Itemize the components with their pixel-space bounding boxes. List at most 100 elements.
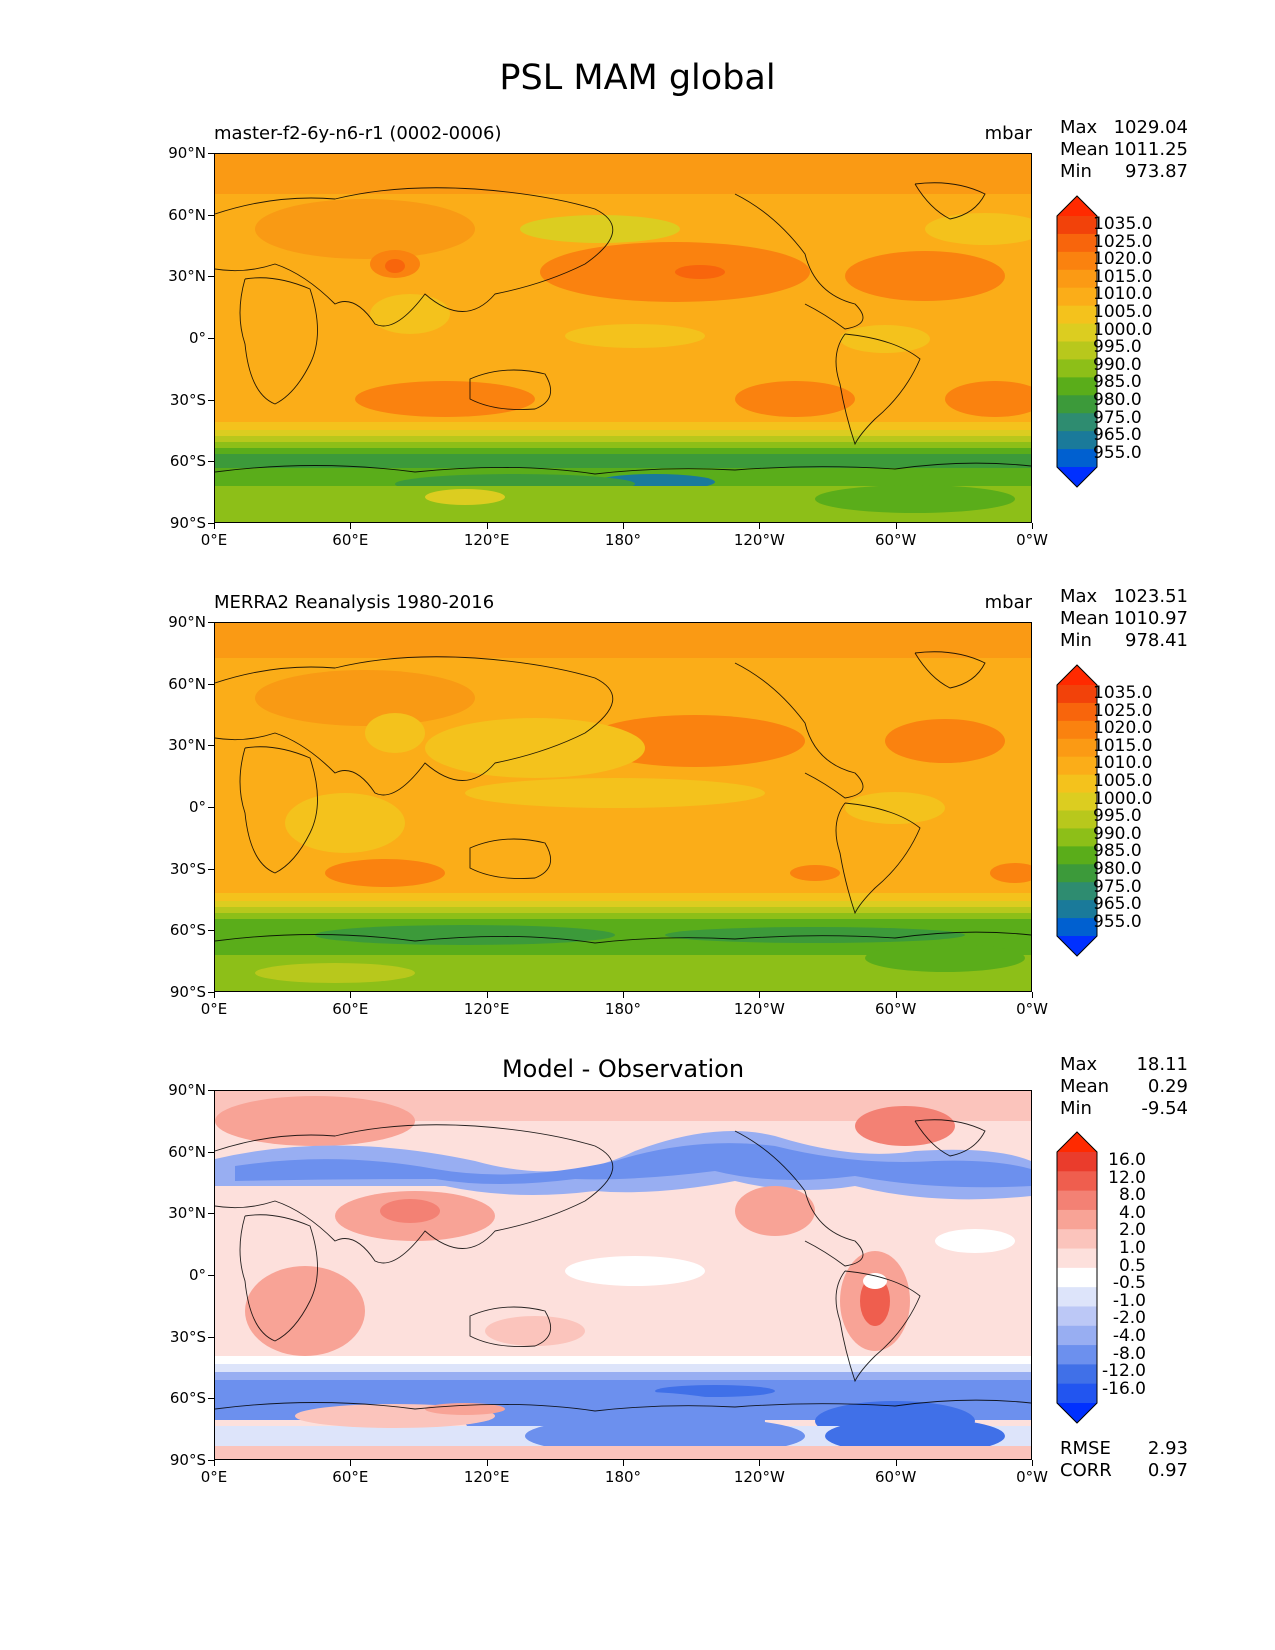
lat-tick-mark [208,1213,214,1215]
colorbar-segment [1057,900,1097,919]
lon-tick-label: 120°E [463,531,510,549]
lon-tick-label: 0°W [1016,531,1048,549]
lat-tick-label: 30°S [169,390,206,409]
lat-tick-mark [208,1336,214,1338]
colorbar-tick-label: 1015.0 [1093,735,1153,756]
lat-tick-mark [208,1398,214,1400]
stat-value: 2.93 [1147,1438,1188,1459]
lon-tick-label: 180° [604,531,642,549]
lat-tick-label: 30°S [169,1327,206,1346]
lat-tick-label: 90°S [169,1451,206,1469]
colorbar [1056,195,1098,488]
colorbar-segment [1057,1364,1097,1385]
stat-label: Min [1060,630,1092,651]
stats-box: Max 18.11 Mean 0.29 Min -9.54 [1060,1054,1188,1120]
lat-tick-mark [208,1151,214,1153]
colorbar-segment [1057,810,1097,829]
lon-tick-mark [350,992,352,998]
colorbar-segment [1057,792,1097,811]
lon-tick-label: 0°W [1016,1000,1048,1018]
stat-value: 1010.97 [1113,608,1188,629]
map-diff-psl [214,1090,1032,1460]
colorbar-extend-max [1057,665,1097,685]
stat-value: 973.87 [1125,161,1188,182]
panel-subtitle: master-f2-6y-n6-r1 (0002-0006) [214,123,502,144]
colorbar-segment [1057,1229,1097,1250]
colorbar-labels: 1035.0 1025.0 1020.0 1015.0 1010.0 1005.0 1000… [1093,215,1163,463]
stat-label: Max [1060,586,1098,607]
map-obs-psl [214,622,1032,992]
colorbar-segment [1057,685,1097,704]
lat-tick-label: 30°N [168,267,206,286]
colorbar-segment [1057,233,1097,253]
lon-tick-mark [486,1460,488,1466]
stat-label: Mean [1060,608,1110,629]
lon-tick-mark [895,1460,897,1466]
colorbar-segment [1057,738,1097,758]
colorbar-segment [1057,1267,1097,1288]
colorbar-outline [1056,664,1098,957]
stat-label: Max [1060,117,1098,138]
lat-tick-label: 90°S [169,514,206,532]
colorbar-segment [1057,1209,1097,1230]
lat-tick-mark [208,1275,214,1276]
lat-tick-mark [208,1460,214,1461]
stat-label: Min [1060,161,1092,182]
lon-tick-label: 180° [604,1468,642,1486]
colorbar-extend-min [1057,1403,1097,1423]
stat-label: Mean [1060,139,1110,160]
lat-tick-mark [208,992,214,993]
lat-tick-label: 60°S [169,921,206,940]
colorbar-tick-label: 0.5 [1118,1255,1146,1276]
lon-tick-label: 0°E [200,531,228,549]
colorbar-extend-max [1057,1132,1097,1152]
lon-tick-label: 60°E [332,531,369,549]
stat-label: CORR [1060,1460,1112,1481]
lon-tick-label: 60°E [332,1000,369,1018]
stat-value: 0.29 [1147,1076,1188,1097]
panel-subtitle: MERRA2 Reanalysis 1980-2016 [214,592,495,613]
colorbar-tick-label: 965.0 [1093,894,1142,915]
colorbar-segment [1057,882,1097,901]
colorbar-tick-label: 995.0 [1093,337,1142,358]
lon-tick-mark [1032,523,1033,529]
lon-tick-mark [895,992,897,998]
colorbar-segment [1057,1345,1097,1365]
lon-tick-mark [759,992,761,998]
lat-tick-label: 90°N [168,1081,206,1099]
colorbar [1056,1131,1098,1424]
colorbar-extend-min [1057,467,1097,487]
lat-tick-label: 60°S [169,452,206,471]
lon-tick-mark [759,523,761,529]
lat-tick-label: 30°N [168,736,206,755]
figure-title: PSL MAM global [499,58,776,98]
colorbar-tick-label: 1000.0 [1093,788,1153,809]
colorbar-tick-label: 980.0 [1093,858,1142,879]
colorbar-segment [1057,359,1097,378]
colorbar-segment [1057,431,1097,450]
colorbar-tick-label: 8.0 [1118,1185,1146,1206]
lat-tick-label: 30°S [169,859,206,878]
lat-tick-label: 90°N [168,144,206,162]
lon-tick-label: 60°E [332,1468,369,1486]
colorbar-tick-label: -12.0 [1102,1361,1146,1382]
stat-value: 1023.51 [1113,586,1188,607]
lon-tick-mark [350,523,352,529]
colorbar-segment [1057,287,1097,307]
colorbar-segment [1057,702,1097,722]
lat-tick-label: 90°S [169,983,206,1001]
lon-tick-mark [1032,992,1033,998]
stat-label: Min [1060,1098,1092,1119]
stat-value: 0.97 [1147,1460,1188,1481]
lon-tick-label: 60°W [874,1000,917,1018]
lat-tick-label: 0° [188,329,206,347]
colorbar-tick-label: -8.0 [1112,1343,1146,1364]
colorbar-outline [1056,195,1098,488]
lon-tick-label: 120°E [463,1000,510,1018]
colorbar-tick-label: -1.0 [1112,1290,1146,1311]
colorbar-tick-label: 955.0 [1093,442,1142,463]
lon-tick-mark [895,523,897,529]
lon-tick-label: 180° [604,1000,642,1018]
lat-tick-label: 60°S [169,1389,206,1408]
lat-tick-label: 0° [188,1266,206,1284]
